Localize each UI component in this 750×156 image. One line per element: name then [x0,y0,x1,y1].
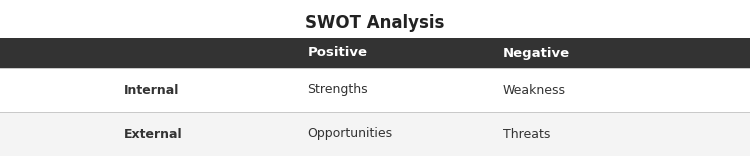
Text: Strengths: Strengths [308,83,368,97]
Bar [0,112,750,156]
Bar [0,68,750,112]
Text: Threats: Threats [503,127,550,141]
Text: External: External [124,127,182,141]
Text: Weakness: Weakness [503,83,566,97]
Text: Internal: Internal [124,83,179,97]
Text: Negative: Negative [503,46,570,59]
Text: Opportunities: Opportunities [308,127,393,141]
Text: SWOT Analysis: SWOT Analysis [305,14,445,32]
Text: Positive: Positive [308,46,368,59]
Bar [0,38,750,68]
